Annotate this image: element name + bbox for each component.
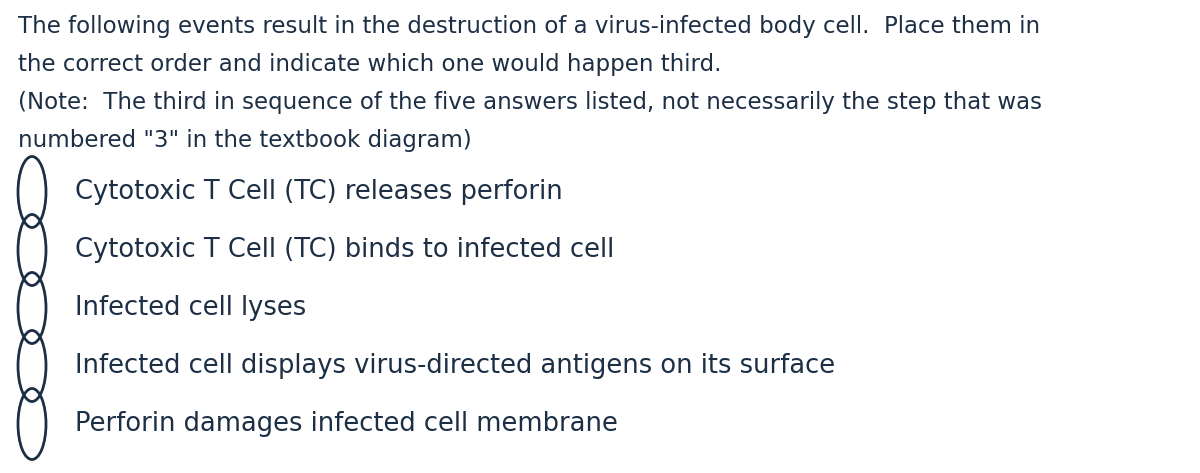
Text: Perforin damages infected cell membrane: Perforin damages infected cell membrane — [74, 411, 618, 437]
Text: Cytotoxic T Cell (TC) binds to infected cell: Cytotoxic T Cell (TC) binds to infected … — [74, 237, 614, 263]
Text: Infected cell lyses: Infected cell lyses — [74, 295, 306, 321]
Text: The following events result in the destruction of a virus-infected body cell.  P: The following events result in the destr… — [18, 15, 1040, 38]
Text: (Note:  The third in sequence of the five answers listed, not necessarily the st: (Note: The third in sequence of the five… — [18, 91, 1042, 114]
Text: Cytotoxic T Cell (TC) releases perforin: Cytotoxic T Cell (TC) releases perforin — [74, 179, 563, 205]
Text: the correct order and indicate which one would happen third.: the correct order and indicate which one… — [18, 53, 721, 76]
Text: numbered "3" in the textbook diagram): numbered "3" in the textbook diagram) — [18, 129, 472, 152]
Text: Infected cell displays virus-directed antigens on its surface: Infected cell displays virus-directed an… — [74, 353, 835, 379]
